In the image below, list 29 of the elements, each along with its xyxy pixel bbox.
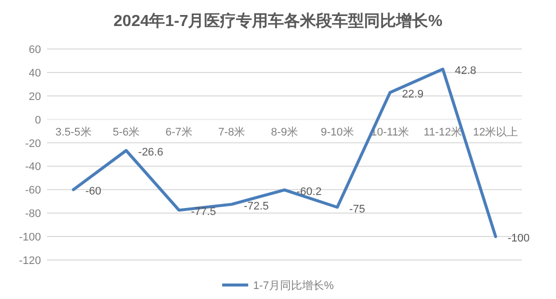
data-label: -77.5	[190, 206, 216, 218]
data-label: -60	[85, 186, 102, 198]
y-tick-label: 40	[28, 67, 41, 80]
y-tick-label: -60	[25, 184, 41, 197]
legend-label: 1-7月同比增长%	[253, 279, 334, 292]
data-label: 22.9	[402, 88, 424, 100]
y-tick-label: 60	[28, 44, 41, 56]
x-tick-label: 5-6米	[112, 125, 140, 138]
data-label: 42.8	[454, 65, 476, 78]
y-tick-label: -80	[25, 208, 41, 220]
y-tick-label: 0	[34, 114, 41, 126]
data-label: -26.6	[138, 146, 164, 159]
y-tick-label: 20	[28, 90, 41, 103]
x-tick-label: 12米以上	[472, 125, 518, 138]
data-label: -60.2	[296, 186, 322, 198]
x-tick-label: 8-9米	[271, 125, 298, 138]
data-label: -75	[349, 203, 366, 216]
x-tick-label: 11-12米	[424, 125, 462, 138]
y-tick-label: -100	[18, 232, 41, 244]
data-label: -72.5	[244, 200, 269, 212]
y-tick-label: -20	[25, 138, 41, 150]
x-tick-label: 7-8米	[218, 125, 246, 138]
data-label: -100	[508, 232, 530, 245]
y-tick-label: -120	[18, 255, 41, 267]
chart-title: 2024年1-7月医疗专用车各米段车型同比增长%	[114, 12, 442, 30]
x-tick-label: 3.5-5米	[55, 125, 92, 138]
x-tick-label: 9-10米	[320, 125, 354, 138]
x-tick-label: 6-7米	[165, 125, 192, 138]
y-tick-label: -40	[25, 161, 41, 174]
